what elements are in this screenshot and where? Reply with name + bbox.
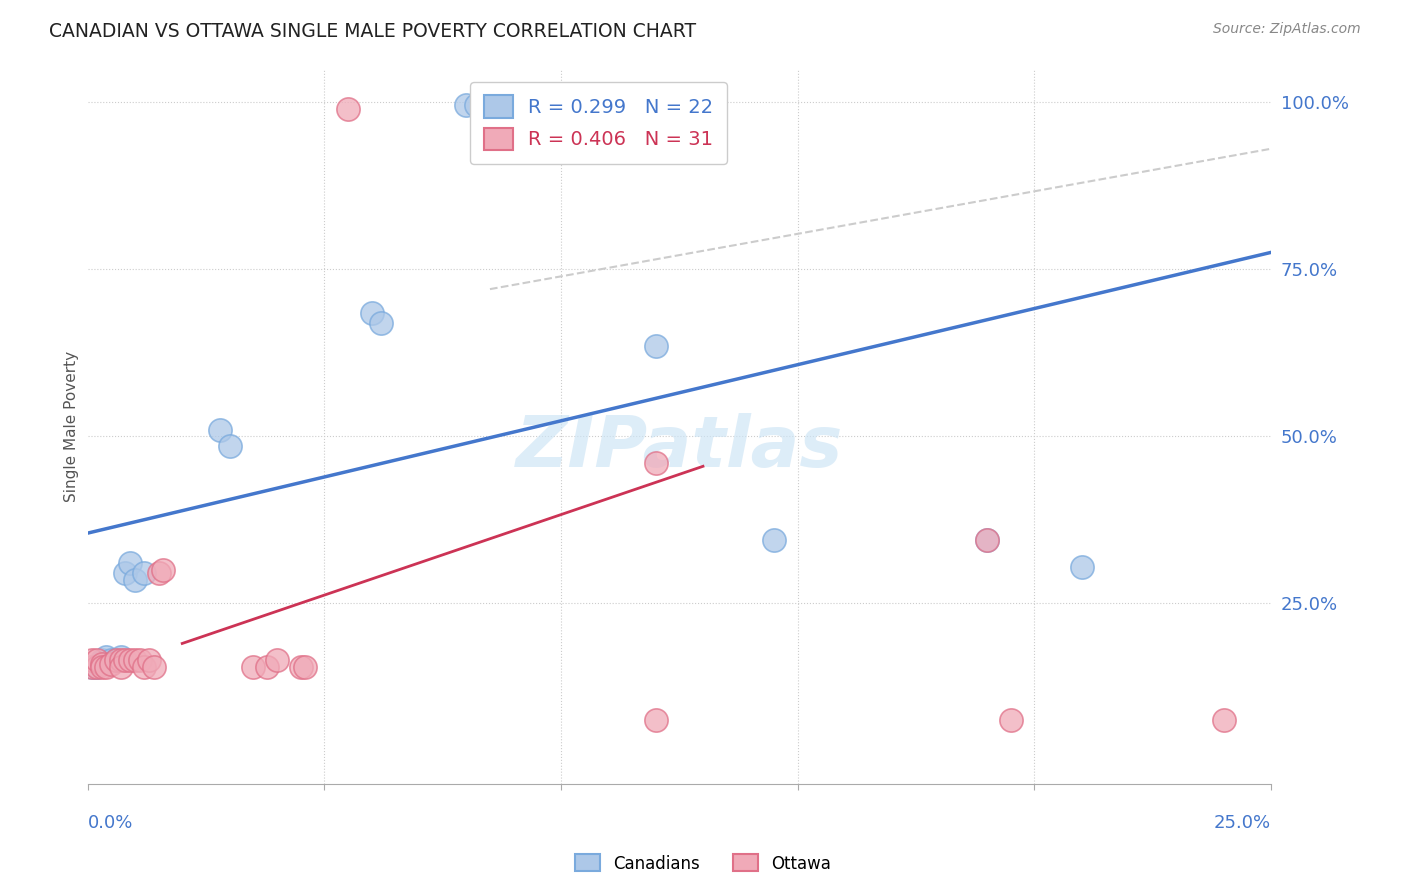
Point — [100, 653, 122, 667]
Point — [110, 653, 132, 667]
Point — [124, 573, 146, 587]
Point — [86, 660, 108, 674]
Point — [110, 649, 132, 664]
Point — [266, 653, 288, 667]
Text: CANADIAN VS OTTAWA SINGLE MALE POVERTY CORRELATION CHART: CANADIAN VS OTTAWA SINGLE MALE POVERTY C… — [49, 22, 696, 41]
Point — [209, 423, 232, 437]
Point — [218, 439, 240, 453]
Point — [1070, 559, 1092, 574]
Point — [110, 660, 132, 674]
Point — [256, 660, 278, 674]
Point — [148, 566, 170, 581]
Point — [976, 533, 998, 547]
Point — [370, 316, 392, 330]
Text: ZIPatlas: ZIPatlas — [516, 413, 844, 483]
Point — [336, 102, 359, 116]
Point — [152, 563, 174, 577]
Point — [644, 714, 666, 728]
Point — [294, 660, 316, 674]
Point — [142, 660, 165, 674]
Point — [104, 653, 127, 667]
Point — [360, 305, 382, 319]
Point — [104, 653, 127, 667]
Point — [90, 660, 112, 674]
Point — [138, 653, 160, 667]
Point — [114, 566, 136, 581]
Point — [82, 660, 104, 674]
Point — [100, 657, 122, 671]
Point — [644, 456, 666, 470]
Point — [96, 660, 118, 674]
Text: Source: ZipAtlas.com: Source: ZipAtlas.com — [1213, 22, 1361, 37]
Point — [290, 660, 312, 674]
Y-axis label: Single Male Poverty: Single Male Poverty — [65, 351, 79, 501]
Point — [456, 98, 478, 112]
Text: 0.0%: 0.0% — [87, 814, 134, 832]
Point — [1212, 714, 1234, 728]
Point — [1000, 714, 1022, 728]
Point — [90, 653, 112, 667]
Point — [120, 556, 142, 570]
Point — [82, 653, 104, 667]
Point — [134, 566, 156, 581]
Point — [644, 339, 666, 353]
Point — [114, 653, 136, 667]
Point — [478, 98, 501, 112]
Point — [124, 653, 146, 667]
Legend: Canadians, Ottawa: Canadians, Ottawa — [568, 847, 838, 880]
Point — [86, 660, 108, 674]
Point — [134, 660, 156, 674]
Point — [242, 660, 264, 674]
Legend: R = 0.299   N = 22, R = 0.406   N = 31: R = 0.299 N = 22, R = 0.406 N = 31 — [470, 82, 727, 163]
Point — [90, 657, 112, 671]
Point — [82, 660, 104, 674]
Point — [120, 653, 142, 667]
Point — [128, 653, 150, 667]
Point — [976, 533, 998, 547]
Point — [464, 98, 486, 112]
Text: 25.0%: 25.0% — [1213, 814, 1271, 832]
Point — [86, 653, 108, 667]
Point — [96, 649, 118, 664]
Point — [763, 533, 786, 547]
